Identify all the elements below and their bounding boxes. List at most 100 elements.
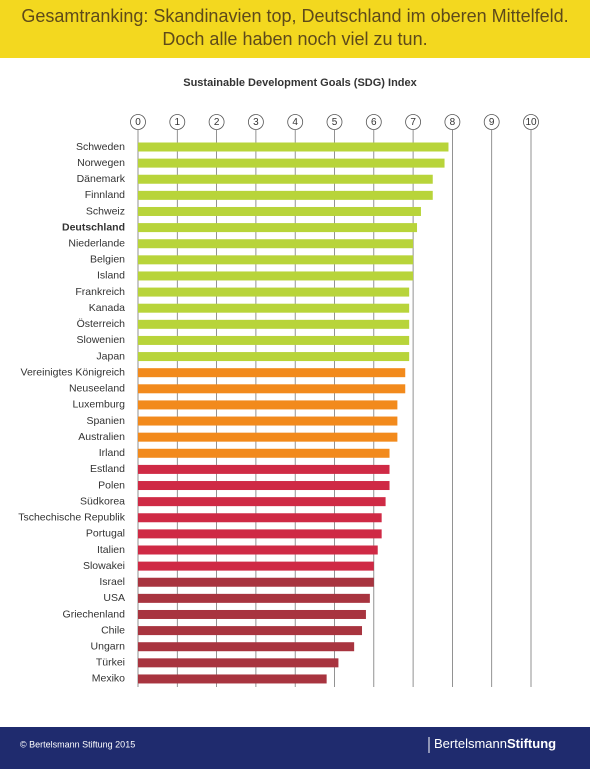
bar (138, 513, 382, 523)
y-tick-label: Türkei (96, 657, 125, 669)
y-tick-label: Estland (90, 463, 125, 475)
tick-circle (405, 114, 422, 130)
bar (138, 384, 406, 394)
y-tick-label: Slowenien (77, 334, 126, 346)
copyright: © Bertelsmann Stiftung 2015 (20, 739, 135, 749)
tick-circle (326, 114, 343, 130)
bar (138, 593, 370, 603)
bar (138, 561, 374, 571)
y-tick-label: Kanada (89, 302, 125, 314)
header-band (0, 0, 590, 58)
bar (138, 255, 414, 265)
y-tick-label: Niederlande (68, 238, 125, 250)
plot: 0 1 2 3 4 5 6 7 8 9 10 Schweden Norwegen Dänemark Finn… (18, 114, 539, 687)
bar (138, 335, 410, 345)
x-tick-label: 3 (253, 117, 259, 128)
y-tick-label: Luxemburg (72, 399, 125, 411)
x-tick-label: 2 (214, 117, 220, 128)
bar (138, 287, 410, 297)
bar (138, 432, 398, 442)
y-tick-label: Schweiz (86, 205, 125, 217)
y-tick-label: Deutschland (62, 221, 125, 233)
logo-light: Bertelsmann (434, 736, 507, 751)
y-tick-label: Mexiko (92, 673, 125, 685)
bar (138, 481, 390, 491)
bar (138, 303, 410, 313)
x-tick-label: 10 (525, 117, 537, 128)
y-tick-label: Österreich (77, 318, 126, 330)
tick-circle (365, 114, 382, 130)
bar (138, 464, 390, 474)
y-tick-label: Japan (96, 350, 125, 362)
x-tick-label: 6 (371, 117, 377, 128)
bar (138, 239, 414, 249)
bar (138, 352, 410, 362)
bar (138, 448, 390, 458)
bar (138, 545, 378, 555)
tick-circle (287, 114, 304, 130)
y-tick-label: Schweden (76, 141, 125, 153)
tick-circle (169, 114, 186, 130)
y-tick-label: Slowakei (83, 560, 125, 572)
y-tick-label: USA (103, 592, 125, 604)
y-tick-label: Frankreich (75, 286, 125, 298)
bar (138, 174, 433, 184)
tick-circle (483, 114, 500, 130)
y-tick-label: Südkorea (80, 495, 125, 507)
y-tick-label: Portugal (86, 528, 125, 540)
y-tick-label: Spanien (86, 415, 125, 427)
chart-title: Sustainable Development Goals (SDG) Inde… (183, 77, 417, 89)
x-tick-label: 8 (450, 117, 456, 128)
y-tick-label: Italien (97, 544, 125, 556)
bar (138, 497, 386, 507)
y-tick-label: Vereinigtes Königreich (21, 366, 126, 378)
bar (138, 368, 406, 378)
tick-circle (130, 114, 146, 130)
footer-band (0, 727, 590, 769)
tick-circle (247, 114, 264, 130)
y-tick-label: Polen (98, 479, 125, 491)
y-tick-label: Belgien (90, 254, 125, 266)
x-tick-label: 5 (332, 117, 338, 128)
bar (138, 642, 355, 652)
tick-circle (444, 114, 461, 130)
bar (138, 158, 445, 168)
y-tick-label: Irland (99, 447, 125, 459)
x-tick-label: 7 (410, 117, 416, 128)
y-tick-label: Dänemark (77, 173, 126, 185)
bar (138, 142, 449, 152)
bar (138, 190, 433, 200)
y-tick-label: Norwegen (77, 157, 125, 169)
bar (138, 658, 339, 668)
x-tick-label: 9 (489, 117, 495, 128)
x-tick-label: 0 (135, 117, 141, 128)
y-tick-label: Griechenland (63, 608, 126, 620)
x-tick-label: 4 (292, 117, 298, 128)
header-title: Gesamtranking: Skandinavien top, Deutsch… (21, 6, 568, 26)
header-title: Doch alle haben noch viel zu tun. (162, 29, 427, 49)
bar (138, 416, 398, 426)
y-tick-label: Australien (78, 431, 125, 443)
bar (138, 674, 327, 684)
bar (138, 609, 366, 619)
y-tick-label: Chile (101, 624, 125, 636)
bar (138, 271, 414, 281)
logo: BertelsmannStiftung (434, 736, 556, 751)
y-tick-label: Island (97, 270, 125, 282)
bar (138, 529, 382, 539)
x-tick-label: 1 (175, 117, 181, 128)
bar (138, 319, 410, 329)
logo-bold: Stiftung (507, 736, 556, 751)
bar (138, 223, 418, 233)
y-tick-label: Neuseeland (69, 383, 125, 395)
y-tick-label: Finnland (85, 189, 125, 201)
tick-circle (523, 114, 539, 130)
tick-circle (208, 114, 225, 130)
bar (138, 577, 374, 587)
bar (138, 206, 421, 216)
bar (138, 626, 363, 636)
bar (138, 400, 398, 410)
y-tick-label: Ungarn (91, 641, 126, 653)
y-tick-label: Tschechische Republik (18, 512, 126, 524)
